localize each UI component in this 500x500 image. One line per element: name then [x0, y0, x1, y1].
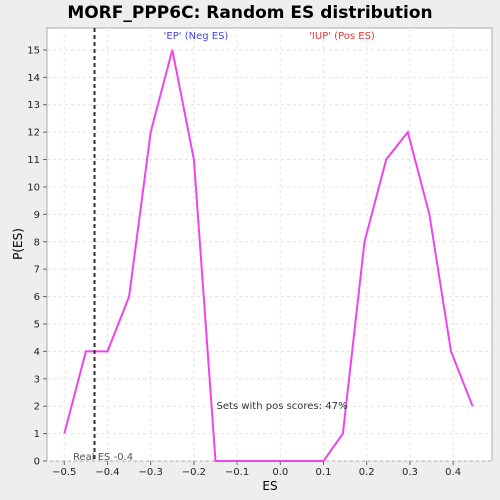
- x-tick-label: 0.3: [402, 467, 418, 478]
- y-tick-label: 6: [34, 292, 40, 303]
- y-tick-label: 4: [34, 347, 40, 358]
- pos-es-label: 'IUP' (Pos ES): [309, 31, 375, 42]
- x-tick-label: −0.4: [95, 467, 119, 478]
- x-tick-label: −0.1: [225, 467, 249, 478]
- y-tick-label: 8: [34, 237, 40, 248]
- real-es-label: Real ES -0.4: [73, 452, 133, 463]
- x-tick-label: −0.5: [52, 467, 76, 478]
- grid-lines: [47, 28, 492, 462]
- y-tick-label: 5: [34, 319, 40, 330]
- y-tick-label: 11: [27, 155, 40, 166]
- series-group: [63, 49, 474, 462]
- pos-scores-annotation: Sets with pos scores: 47%: [217, 401, 348, 412]
- x-tick-label: 0.2: [359, 467, 375, 478]
- y-tick-label: 7: [34, 265, 40, 276]
- y-tick-label: 0: [34, 457, 40, 468]
- x-tick-label: −0.2: [182, 467, 206, 478]
- plot-area: [46, 27, 493, 462]
- x-tick-label: 0.0: [272, 467, 288, 478]
- y-tick-label: 14: [27, 73, 40, 84]
- y-tick-label: 13: [27, 100, 40, 111]
- x-tick-label: 0.4: [445, 467, 461, 478]
- chart-title: MORF_PPP6C: Random ES distribution: [67, 3, 432, 23]
- neg-es-label: 'EP' (Neg ES): [164, 31, 229, 42]
- x-axis: −0.5 −0.4 −0.3 −0.2 −0.1 0.0 0.1 0.2 0.3 0.4: [52, 461, 461, 478]
- y-tick-label: 9: [34, 210, 40, 221]
- y-tick-label: 2: [34, 402, 40, 413]
- y-tick-label: 15: [27, 45, 40, 56]
- x-tick-label: −0.3: [139, 467, 163, 478]
- x-axis-label: ES: [262, 479, 277, 493]
- y-axis-label: P(ES): [11, 228, 25, 260]
- series-line: [63, 49, 474, 462]
- y-tick-label: 3: [34, 374, 40, 385]
- y-tick-label: 10: [27, 182, 40, 193]
- y-tick-label: 1: [34, 429, 40, 440]
- x-tick-label: 0.1: [316, 467, 332, 478]
- y-tick-label: 12: [27, 128, 40, 139]
